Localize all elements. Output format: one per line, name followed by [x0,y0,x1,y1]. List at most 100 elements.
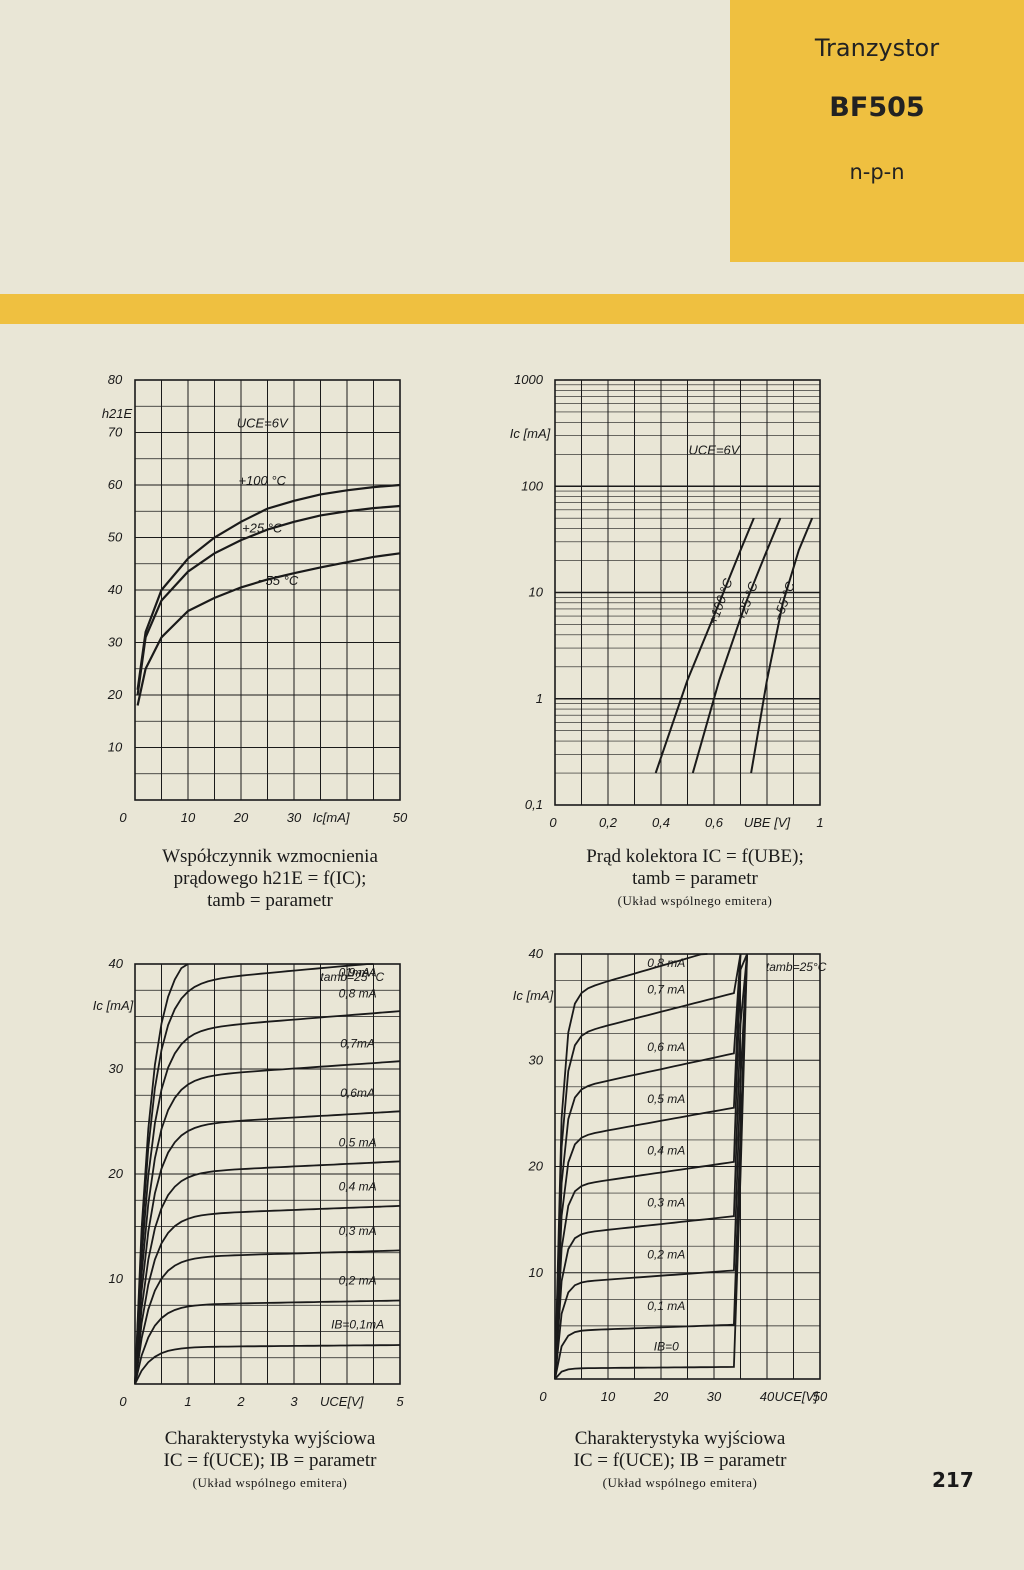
curve [134,1205,401,1385]
header-title: Tranzystor [814,34,940,62]
ic-ube-caption-line3: (Układ wspólnego emitera) [617,893,773,908]
x-tick-label: 0,2 [599,815,618,830]
y-axis-label: Ic [mA] [93,998,134,1013]
series-label: 0,6 mA [647,1040,685,1054]
y-axis-label: Ic [mA] [513,988,554,1003]
output2-caption-line2: IC = f(UCE); IB = parametr [573,1450,787,1471]
ic-ube-caption-line2: tamb = parametr [632,868,758,889]
output2-caption: Charakterystyka wyjściowa IC = f(UCE); I… [525,1428,835,1494]
series-label: IB=0 [654,1339,679,1353]
curve [554,953,748,1380]
y-tick-label: 1 [536,691,543,706]
y-tick-label: 10 [529,1265,544,1280]
y-tick-label: 20 [108,1166,124,1181]
curve [691,517,782,774]
output1-caption-line1: Charakterystyka wyjściowa [164,1428,376,1449]
x-tick-label: 30 [707,1389,722,1404]
y-tick-label: 50 [108,530,123,545]
x-tick-label: 10 [601,1389,616,1404]
series-label: 0,5 mA [339,1136,377,1150]
x-tick-label: 10 [181,810,196,825]
x-tick-label: 40 [760,1389,775,1404]
y-tick-label: 20 [528,1159,544,1174]
series-label: +25 °C [242,520,283,535]
y-tick-label: 80 [108,372,123,387]
curve [136,552,401,706]
annotation: UCE=6V [689,442,741,457]
y-tick-label: 30 [108,635,123,650]
ic-ube-caption: Prąd kolektora IC = f(UBE); tamb = param… [540,846,850,912]
x-tick-label: 0 [549,815,557,830]
x-tick-label: 3 [290,1394,298,1409]
output-chart-1: 40 30 20 10 0 1 2 3 5 UCE[V] Ic [mA] tamb=25 °C IB=0… [93,956,405,1409]
curve [134,963,374,1385]
series-label: 0,8 mA [647,956,685,970]
y-tick-label: 40 [109,956,124,971]
y-tick-label: 30 [109,1061,124,1076]
header-model: BF505 [829,92,925,123]
y-tick-label: 20 [107,687,123,702]
series-label: 0,2 mA [339,1273,377,1287]
series-label: 1mA [345,966,370,980]
yellow-band [0,294,1024,324]
y-axis-label: h21E [102,406,133,421]
curve [134,1249,401,1385]
y-tick-label: 0,1 [525,797,543,812]
ic-ube-caption-line1: Prąd kolektora IC = f(UBE); [586,846,804,867]
x-tick-label: 5 [396,1394,404,1409]
series-label: 0,5 mA [647,1092,685,1106]
series-label: 0,6mA [340,1086,375,1100]
series-label: 0,3 mA [339,1224,377,1238]
series-label: 0,7 mA [647,982,685,996]
x-axis-label: UCE[V] [774,1389,818,1404]
annotation: tamb=25°C [766,960,827,974]
gain-caption-line1: Współczynnik wzmocnienia [162,846,378,867]
series-label: −55 °C [258,573,299,588]
gain-caption-line2: prądowego h21E = f(IC); [173,868,367,889]
x-axis-label: UBE [V] [744,815,791,830]
curve [134,1060,401,1385]
y-tick-label: 30 [529,1052,544,1067]
y-tick-label: 60 [108,477,123,492]
curve [136,504,401,696]
series-label: +100 °C [238,473,286,488]
x-axis-label: UCE[V] [320,1394,364,1409]
output1-caption-line2: IC = f(UCE); IB = parametr [163,1450,377,1471]
x-tick-label: 1 [816,815,823,830]
header-type: n-p-n [849,160,905,184]
y-tick-label: 40 [108,582,123,597]
annotation: UCE=6V [237,415,289,430]
curve [134,1299,401,1385]
y-axis-label: Ic [mA] [510,426,551,441]
x-tick-label: 30 [287,810,302,825]
series-label: IB=0,1mA [331,1318,384,1332]
curve [554,953,708,1380]
output1-caption: Charakterystyka wyjściowa IC = f(UCE); I… [120,1428,420,1494]
curve [134,1344,401,1385]
output1-caption-line3: (Układ wspólnego emitera) [192,1475,348,1490]
curve [136,483,401,690]
y-tick-label: 10 [108,740,123,755]
y-tick-label: 100 [521,478,543,493]
series-label: 0,7mA [340,1036,375,1050]
curve [654,517,755,774]
gain-caption: Współczynnik wzmocnienia prądowego h21E … [120,846,420,912]
curve [750,517,814,774]
series-label: 0,2 mA [647,1247,685,1261]
x-tick-label: 1 [184,1394,191,1409]
x-tick-label: 0 [119,1394,127,1409]
x-tick-label: 20 [653,1389,669,1404]
annotation: tamb=25 °C [320,970,384,984]
series-label: 0,1 mA [647,1299,685,1313]
header-tab: Tranzystor BF505 n-p-n [730,0,1024,262]
series-label: 0,4 mA [647,1144,685,1158]
x-tick-label: 50 [393,810,408,825]
y-tick-label: 40 [529,946,544,961]
curve [554,953,748,1380]
curve [134,963,189,1385]
curve [134,1010,401,1385]
curve [554,953,748,1380]
x-tick-label: 50 [813,1389,828,1404]
x-tick-label: 0 [119,810,127,825]
